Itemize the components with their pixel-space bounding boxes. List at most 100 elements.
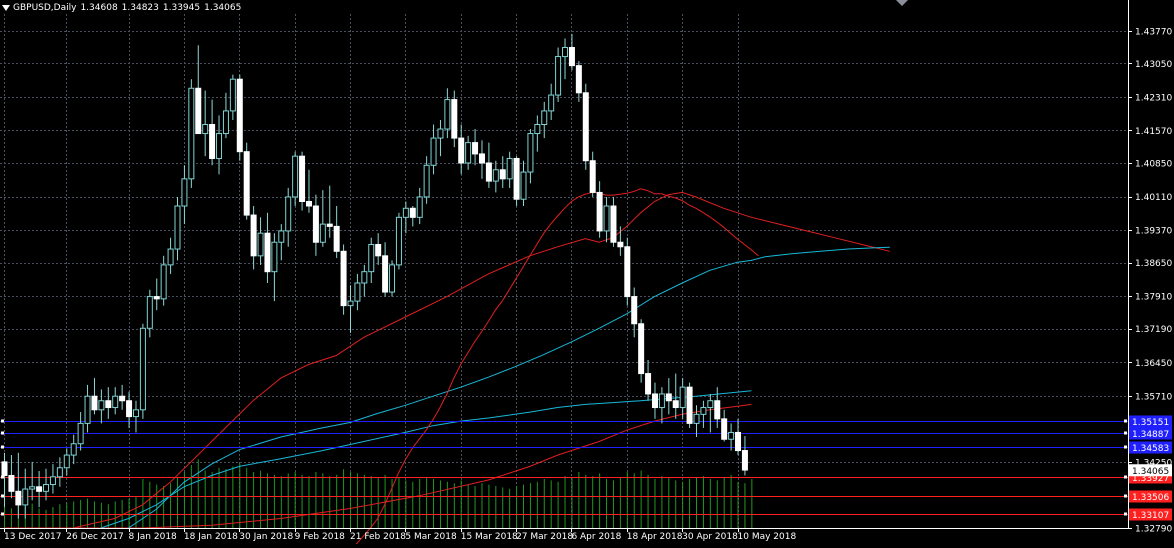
candle-body-bear <box>499 169 506 180</box>
candle <box>354 273 361 311</box>
price-tick-label: 1.42310 <box>1135 93 1172 103</box>
candle <box>195 45 202 135</box>
candle-body-bull <box>555 56 562 96</box>
candle <box>333 206 340 259</box>
level-red-anchor[interactable] <box>1 512 4 516</box>
price-axis: 1.43770 1.43050 1.42310 1.41570 1.40850 1.401… <box>0 0 1172 535</box>
candle <box>119 384 126 410</box>
chart-shift-marker-icon[interactable] <box>896 0 908 6</box>
candle <box>658 387 665 424</box>
candle-body-bull <box>139 327 146 411</box>
candle <box>126 391 133 428</box>
level-blue-anchor[interactable] <box>1124 431 1127 435</box>
candle-body-bear <box>382 255 389 293</box>
candle-body-bear <box>478 153 485 164</box>
candle <box>326 185 333 238</box>
candle <box>679 378 686 419</box>
grid-layer <box>0 14 1128 529</box>
candle-body-bear <box>340 250 347 307</box>
current-price-label: 1.34065 <box>1132 467 1169 477</box>
ohlc-high: 1.34823 <box>121 3 159 13</box>
level-red-anchor[interactable] <box>1124 475 1127 479</box>
candle-body-bear <box>651 393 658 409</box>
candle-body-bull <box>416 196 423 218</box>
candle-body-bull <box>534 123 541 135</box>
candle-body-bear <box>575 65 582 94</box>
candle-body-bull <box>707 400 714 409</box>
time-tick-label: 6 Apr 2018 <box>571 532 621 542</box>
level-red-anchor[interactable] <box>1 475 4 479</box>
candle-body-bear <box>250 214 257 257</box>
level-blue-anchor[interactable] <box>1124 419 1127 423</box>
candle-body-bull <box>160 264 167 300</box>
candle-body-bear <box>264 232 271 273</box>
candle <box>132 400 139 433</box>
candle <box>624 237 631 306</box>
candle <box>741 436 748 476</box>
candle <box>472 129 479 166</box>
symbol-info: GBPUSD,Daily 1.34608 1.34823 1.33945 1.34065 <box>2 1 245 15</box>
candle <box>375 233 382 265</box>
candle-body-bull <box>229 78 236 112</box>
candle-body-bull <box>693 413 700 424</box>
time-tick-label: 26 Dec 2017 <box>66 532 124 542</box>
ma-red-line <box>351 188 759 548</box>
level-red-label: 1.33927 <box>1132 474 1169 484</box>
candle-body-bear <box>126 400 133 418</box>
candle <box>29 461 36 501</box>
candle <box>319 190 326 247</box>
level-blue-anchor[interactable] <box>1124 445 1127 449</box>
symbol-name: GBPUSD,Daily <box>13 3 77 13</box>
candle <box>589 151 596 197</box>
candle-body-bull <box>437 128 444 139</box>
price-tick-label: 1.35710 <box>1135 392 1172 402</box>
candle <box>714 387 721 428</box>
candle <box>312 194 319 256</box>
candle <box>264 212 271 284</box>
ohlc-low: 1.33945 <box>162 3 201 13</box>
candle <box>368 237 375 284</box>
candle <box>617 226 624 256</box>
candle <box>638 319 645 383</box>
candle <box>527 129 534 184</box>
candle <box>700 400 707 428</box>
candle <box>153 278 160 311</box>
candle <box>285 187 292 247</box>
candle-body-bear <box>617 241 624 248</box>
candle-body-bull <box>56 467 63 478</box>
candle-body-bear <box>582 92 589 162</box>
level-blue-tag <box>1129 441 1172 454</box>
candle <box>250 206 257 270</box>
candle <box>478 140 485 179</box>
candle-body-bull <box>202 123 209 135</box>
candle-body-bear <box>333 225 340 252</box>
level-red-anchor[interactable] <box>1124 512 1127 516</box>
ma-red-lower-line <box>4 191 890 529</box>
price-tick-label: 1.32790 <box>1135 525 1172 535</box>
candle <box>112 387 119 415</box>
candle <box>181 165 188 225</box>
candle-body-bull <box>29 486 36 490</box>
candle-body-bull <box>43 484 50 492</box>
level-red-anchor[interactable] <box>1 494 4 498</box>
time-tick-label: 5 Mar 2018 <box>405 532 457 542</box>
collapse-triangle-icon[interactable] <box>2 4 10 11</box>
candle-body-bear <box>305 200 312 207</box>
candle-body-bear <box>15 490 22 506</box>
candle <box>444 88 451 139</box>
level-blue-anchor[interactable] <box>1 431 4 435</box>
level-blue-anchor[interactable] <box>1 445 4 449</box>
candle-body-bull <box>222 110 229 135</box>
level-blue-anchor[interactable] <box>1 419 4 423</box>
level-red-anchor[interactable] <box>1124 494 1127 498</box>
candle <box>541 101 548 139</box>
horizontal-levels[interactable]: 1.35151 1.34887 1.34583 1.33927 1.33506 1.331… <box>0 415 1172 522</box>
candle <box>8 455 15 499</box>
price-tick-label: 1.36450 <box>1135 359 1172 369</box>
candle <box>271 233 278 302</box>
candle-body-bear <box>568 47 575 67</box>
candle-body-bull <box>430 137 437 166</box>
time-tick-label: 21 Feb 2018 <box>350 532 406 542</box>
